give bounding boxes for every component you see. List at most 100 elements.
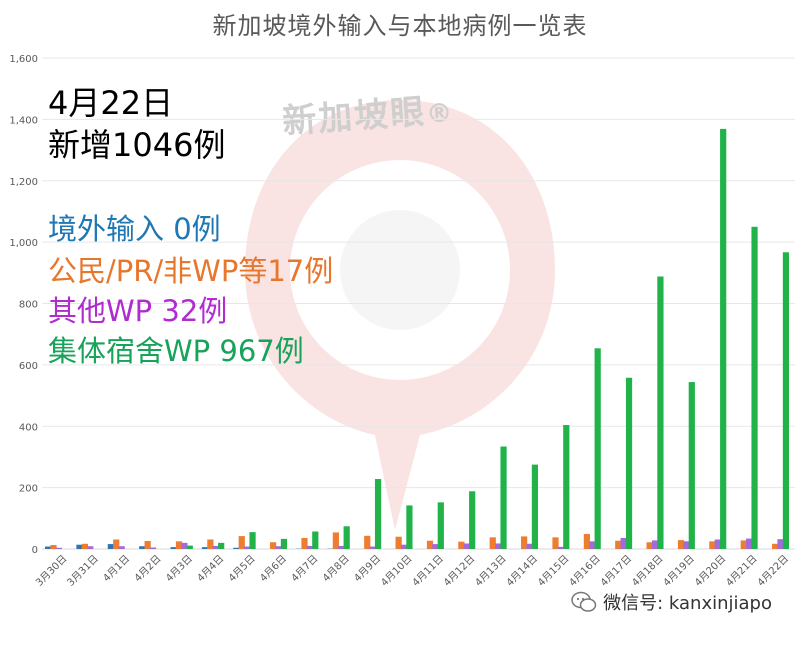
- bar-other_wp: [338, 545, 345, 549]
- x-tick-label: 4月15日: [535, 553, 571, 589]
- bar-dorm: [249, 532, 256, 549]
- annotation-other-wp: 其他WP 32例: [48, 294, 228, 328]
- bar-other_wp: [620, 537, 627, 549]
- bar-other_wp: [683, 541, 690, 549]
- annotation-citizens: 公民/PR/非WP等17例: [48, 254, 334, 288]
- bar-citizens: [709, 541, 716, 549]
- bar-citizens: [552, 537, 559, 549]
- x-tick-label: 4月2日: [132, 553, 164, 585]
- bar-dorm: [312, 531, 319, 549]
- bar-other_wp: [526, 543, 533, 549]
- x-tick-label: 4月21日: [724, 553, 760, 589]
- y-tick-label: 600: [19, 361, 38, 372]
- bar-citizens: [50, 545, 57, 549]
- bar-other_wp: [55, 547, 62, 549]
- x-tick-label: 3月31日: [65, 553, 101, 589]
- bar-other_wp: [589, 541, 596, 549]
- bar-citizens: [646, 542, 653, 549]
- bar-citizens: [426, 540, 434, 549]
- annotation-dorm: 集体宿舍WP 967例: [48, 334, 304, 368]
- bar-citizens: [489, 537, 496, 549]
- x-tick-label: 4月5日: [226, 553, 258, 585]
- x-tick-label: 4月8日: [320, 553, 352, 585]
- bar-other_wp: [369, 546, 376, 549]
- bar-citizens: [144, 541, 151, 549]
- bar-citizens: [175, 541, 183, 549]
- x-tick-label: 4月12日: [441, 553, 477, 589]
- bar-dorm: [280, 538, 288, 549]
- bar-dorm: [218, 542, 225, 549]
- bar-imported: [139, 546, 146, 549]
- bar-citizens: [677, 540, 685, 549]
- x-tick-label: 4月22日: [755, 553, 791, 589]
- y-tick-label: 1,400: [9, 115, 38, 126]
- bar-other_wp: [651, 540, 659, 549]
- bar-citizens: [364, 535, 371, 549]
- annotation-imported: 境外输入 0例: [48, 212, 221, 246]
- x-tick-label: 4月20日: [692, 553, 728, 589]
- bar-citizens: [270, 542, 277, 549]
- bar-citizens: [332, 532, 339, 549]
- y-tick-label: 800: [19, 300, 38, 311]
- bar-other_wp: [181, 542, 188, 549]
- bar-dorm: [374, 479, 382, 549]
- bar-dorm: [625, 377, 633, 549]
- bar-other_wp: [746, 538, 753, 549]
- bar-dorm: [531, 464, 539, 549]
- bar-dorm: [657, 276, 664, 549]
- wechat-id: 微信号: kanxinjiapo: [603, 593, 772, 614]
- bar-imported: [170, 547, 177, 549]
- bar-dorm: [720, 128, 727, 549]
- bar-citizens: [615, 540, 622, 549]
- y-tick-label: 1,000: [9, 238, 38, 249]
- x-tick-label: 4月14日: [504, 553, 540, 589]
- bar-other_wp: [495, 543, 502, 549]
- bar-citizens: [772, 543, 779, 549]
- chart-title: 新加坡境外输入与本地病例一览表: [212, 12, 588, 40]
- bar-other_wp: [87, 546, 94, 549]
- x-tick-label: 4月1日: [101, 553, 133, 585]
- bar-other_wp: [714, 539, 721, 549]
- x-tick-label: 3月30日: [33, 553, 69, 589]
- x-tick-label: 4月7日: [289, 553, 321, 585]
- bar-imported: [45, 546, 52, 549]
- bar-other_wp: [118, 546, 125, 549]
- bar-imported: [201, 547, 209, 549]
- x-tick-label: 4月17日: [598, 553, 634, 589]
- bar-other_wp: [777, 539, 784, 549]
- bar-dorm: [469, 491, 476, 549]
- x-tick-label: 4月3日: [163, 553, 195, 585]
- annotation-total: 新增1046例: [48, 126, 226, 164]
- annotation-date: 4月22日: [48, 84, 174, 122]
- x-tick-label: 4月13日: [473, 553, 509, 589]
- y-tick-label: 1,600: [9, 54, 38, 65]
- x-tick-label: 4月9日: [352, 553, 384, 585]
- y-tick-label: 400: [19, 422, 38, 433]
- bar-dorm: [563, 425, 570, 549]
- y-tick-label: 200: [19, 484, 38, 495]
- bar-other_wp: [244, 546, 251, 549]
- bar-dorm: [343, 526, 350, 549]
- bar-citizens: [583, 533, 590, 549]
- y-tick-label: 1,200: [9, 177, 38, 188]
- bar-other_wp: [306, 545, 313, 549]
- x-tick-label: 4月16日: [567, 553, 603, 589]
- bar-citizens: [113, 539, 120, 549]
- bar-other_wp: [212, 545, 219, 549]
- bar-dorm: [688, 382, 695, 549]
- bar-other_wp: [432, 544, 439, 549]
- bar-imported: [233, 547, 240, 549]
- bar-other_wp: [149, 547, 157, 549]
- bar-citizens: [740, 540, 747, 549]
- bar-dorm: [782, 252, 790, 549]
- bar-dorm: [406, 505, 413, 549]
- bar-citizens: [301, 537, 308, 549]
- x-tick-label: 4月19日: [661, 553, 697, 589]
- bar-citizens: [207, 539, 214, 549]
- bar-imported: [76, 544, 83, 549]
- bar-dorm: [186, 545, 193, 549]
- x-tick-label: 4月18日: [629, 553, 665, 589]
- bar-dorm: [500, 446, 507, 549]
- x-tick-label: 4月4日: [195, 553, 227, 585]
